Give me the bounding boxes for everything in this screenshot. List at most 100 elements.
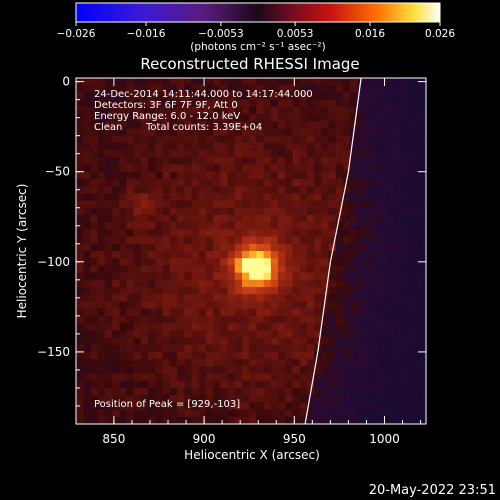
- heatmap-pixel: [148, 243, 156, 252]
- heatmap-pixel: [299, 373, 308, 382]
- heatmap-pixel: [162, 416, 171, 424]
- heatmap-pixel: [126, 294, 135, 303]
- heatmap-pixel: [299, 344, 308, 353]
- heatmap-pixel: [263, 323, 272, 331]
- heatmap-pixel: [422, 236, 426, 245]
- heatmap-pixel: [415, 380, 423, 389]
- heatmap-pixel: [422, 214, 426, 223]
- heatmap-pixel: [407, 106, 416, 115]
- heatmap-pixel: [148, 171, 156, 180]
- heatmap-pixel: [364, 337, 373, 346]
- heatmap-pixel: [386, 222, 395, 230]
- heatmap-pixel: [155, 85, 164, 94]
- heatmap-pixel: [285, 337, 294, 346]
- heatmap-pixel: [328, 193, 337, 202]
- heatmap-pixel: [321, 164, 330, 173]
- heatmap-pixel: [177, 222, 185, 230]
- heatmap-pixel: [234, 366, 243, 375]
- heatmap-pixel: [422, 294, 426, 303]
- heatmap-pixel: [169, 251, 178, 259]
- colorbar-ticks: −0.026 −0.016 −0.0053 0.0053 0.016 0.026: [57, 22, 455, 40]
- heatmap-pixel: [292, 308, 301, 317]
- heatmap-pixel: [155, 409, 164, 418]
- heatmap-pixel: [328, 330, 337, 339]
- heatmap-pixel: [155, 114, 164, 122]
- heatmap-pixel: [112, 402, 120, 411]
- heatmap-pixel: [306, 222, 315, 230]
- heatmap-pixel: [205, 142, 214, 151]
- heatmap-pixel: [386, 359, 395, 367]
- heatmap-pixel: [126, 344, 135, 353]
- heatmap-pixel: [220, 272, 229, 281]
- heatmap-pixel: [177, 294, 185, 303]
- heatmap-pixel: [126, 351, 135, 360]
- heatmap-pixel: [256, 171, 265, 180]
- heatmap-pixel: [407, 243, 416, 252]
- heatmap-pixel: [76, 135, 84, 144]
- heatmap-pixel: [205, 380, 214, 389]
- heatmap-pixel: [407, 78, 416, 86]
- heatmap-pixel: [256, 308, 265, 317]
- heatmap-pixel: [227, 330, 236, 339]
- heatmap-pixel: [400, 99, 409, 108]
- heatmap-pixel: [263, 308, 272, 317]
- heatmap-pixel: [220, 222, 229, 230]
- heatmap-pixel: [357, 121, 366, 130]
- heatmap-pixel: [90, 243, 99, 252]
- heatmap-pixel: [407, 222, 416, 230]
- heatmap-pixel: [292, 214, 301, 223]
- heatmap-pixel: [97, 121, 106, 130]
- heatmap-pixel: [306, 114, 315, 122]
- heatmap-pixel: [270, 78, 279, 86]
- heatmap-pixel: [292, 315, 301, 324]
- heatmap-pixel: [227, 323, 236, 331]
- heatmap-pixel: [314, 294, 322, 303]
- heatmap-pixel: [227, 99, 236, 108]
- heatmap-pixel: [400, 92, 409, 101]
- heatmap-pixel: [97, 409, 106, 418]
- heatmap-pixel: [328, 359, 337, 367]
- heatmap-pixel: [112, 193, 120, 202]
- heatmap-pixel: [126, 150, 135, 158]
- heatmap-pixel: [234, 294, 243, 303]
- heatmap-pixel: [148, 351, 156, 360]
- heatmap-pixel: [292, 229, 301, 238]
- heatmap-pixel: [292, 279, 301, 288]
- heatmap-pixel: [278, 171, 286, 180]
- heatmap-pixel: [292, 337, 301, 346]
- heatmap-pixel: [184, 402, 193, 411]
- heatmap-pixel: [393, 193, 402, 202]
- heatmap-pixel: [422, 135, 426, 144]
- heatmap-pixel: [169, 164, 178, 173]
- heatmap-pixel: [292, 366, 301, 375]
- heatmap-pixel: [213, 164, 221, 173]
- heatmap-pixel: [133, 359, 142, 367]
- heatmap-pixel: [285, 359, 294, 367]
- heatmap-pixel: [90, 150, 99, 158]
- heatmap-pixel: [299, 366, 308, 375]
- heatmap-pixel: [227, 135, 236, 144]
- heatmap-pixel: [386, 265, 395, 274]
- heatmap-pixel: [314, 258, 322, 267]
- heatmap-pixel: [278, 301, 286, 310]
- heatmap-pixel: [133, 272, 142, 281]
- heatmap-pixel: [364, 409, 373, 418]
- heatmap-pixel: [335, 229, 344, 238]
- heatmap-pixel: [393, 186, 402, 194]
- heatmap-pixel: [314, 380, 322, 389]
- heatmap-pixel: [104, 236, 113, 245]
- heatmap-pixel: [285, 395, 294, 403]
- heatmap-pixel: [422, 337, 426, 346]
- heatmap-pixel: [285, 178, 294, 187]
- heatmap-pixel: [104, 315, 113, 324]
- heatmap-pixel: [97, 395, 106, 403]
- heatmap-pixel: [270, 373, 279, 382]
- heatmap-pixel: [234, 178, 243, 187]
- heatmap-pixel: [234, 258, 243, 267]
- heatmap-pixel: [155, 395, 164, 403]
- heatmap-pixel: [220, 78, 229, 86]
- heatmap-pixel: [321, 366, 330, 375]
- heatmap-pixel: [205, 92, 214, 101]
- heatmap-pixel: [386, 323, 395, 331]
- heatmap-pixel: [364, 135, 373, 144]
